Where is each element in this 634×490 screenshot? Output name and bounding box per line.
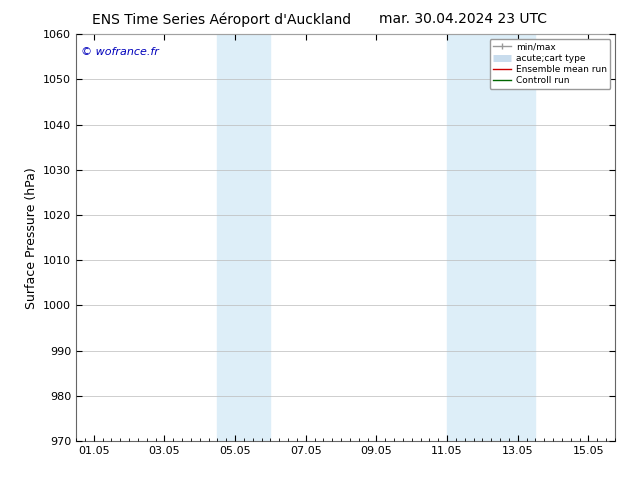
Text: mar. 30.04.2024 23 UTC: mar. 30.04.2024 23 UTC: [379, 12, 547, 26]
Legend: min/max, acute;cart type, Ensemble mean run, Controll run: min/max, acute;cart type, Ensemble mean …: [489, 39, 611, 89]
Text: © wofrance.fr: © wofrance.fr: [81, 47, 159, 56]
Bar: [447, 34, 536, 441]
Y-axis label: Surface Pressure (hPa): Surface Pressure (hPa): [25, 167, 37, 309]
Bar: [217, 34, 271, 441]
Text: ENS Time Series Aéroport d'Auckland: ENS Time Series Aéroport d'Auckland: [93, 12, 351, 27]
